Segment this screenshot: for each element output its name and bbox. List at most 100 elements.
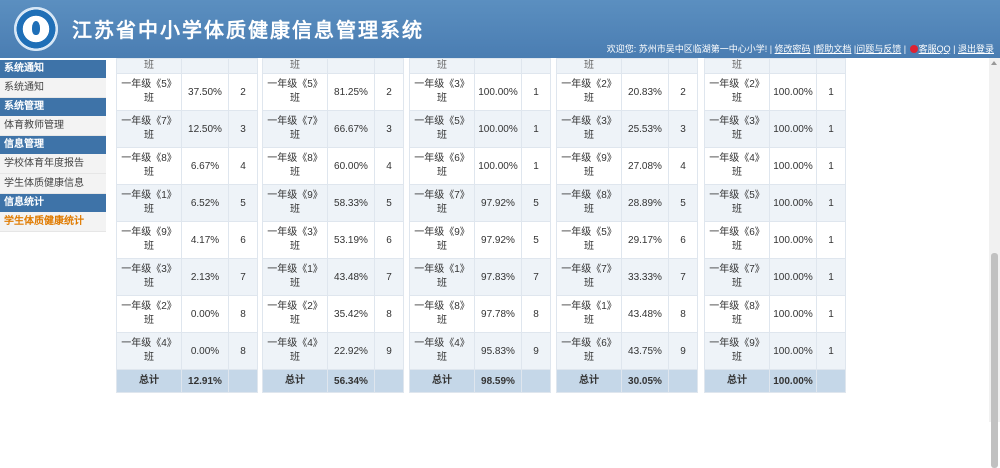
rate-cell: 97.78%	[474, 295, 522, 333]
rate-cell: 100.00%	[769, 221, 817, 259]
empty-cell	[327, 58, 375, 74]
class-name-cell: 一年级《1》班	[409, 258, 475, 296]
table-row: 一年级《1》班 97.83% 7	[409, 258, 551, 296]
rank-cell: 3	[228, 110, 258, 148]
class-name-cell: 一年级《9》班	[556, 147, 622, 185]
class-name-cell: 一年级《5》班	[409, 110, 475, 148]
scroll-up-arrow-icon[interactable]	[991, 61, 997, 65]
rate-cell: 66.67%	[327, 110, 375, 148]
table-row: 一年级《7》班 12.50% 3	[116, 110, 258, 148]
class-name-cell: 一年级《8》班	[262, 147, 328, 185]
sidebar-group-info[interactable]: 信息管理	[0, 136, 106, 154]
table-row: 一年级《3》班 25.53% 3	[556, 110, 698, 148]
class-cell-partial: 班	[116, 58, 182, 74]
qq-penguin-icon	[909, 45, 918, 53]
rank-cell: 2	[374, 73, 404, 111]
rate-cell: 0.00%	[181, 295, 229, 333]
class-cell-partial: 班	[409, 58, 475, 74]
class-name-cell: 一年级《9》班	[409, 221, 475, 259]
rank-cell: 9	[668, 332, 698, 370]
class-name-cell: 一年级《3》班	[704, 110, 770, 148]
change-password-link[interactable]: 修改密码	[774, 44, 811, 54]
class-name-cell: 一年级《3》班	[556, 110, 622, 148]
class-name-cell: 一年级《5》班	[556, 221, 622, 259]
table-row: 一年级《9》班 100.00% 1	[704, 332, 846, 370]
total-rate: 98.59%	[474, 369, 522, 393]
rank-cell: 8	[521, 295, 551, 333]
table-row: 一年级《1》班 43.48% 8	[556, 295, 698, 333]
rank-cell: 6	[668, 221, 698, 259]
rate-cell: 97.83%	[474, 258, 522, 296]
sidebar-item-notice[interactable]: 系统通知	[0, 78, 106, 98]
sidebar-group-stats[interactable]: 信息统计	[0, 194, 106, 212]
class-name-cell: 一年级《2》班	[556, 73, 622, 111]
class-name-cell: 一年级《3》班	[262, 221, 328, 259]
rate-cell: 60.00%	[327, 147, 375, 185]
total-rank	[521, 369, 551, 393]
vertical-scrollbar[interactable]	[989, 58, 1000, 468]
sidebar-item-teachers[interactable]: 体育教师管理	[0, 116, 106, 136]
sidebar-item-health-info[interactable]: 学生体质健康信息	[0, 174, 106, 194]
table-row: 一年级《9》班 27.08% 4	[556, 147, 698, 185]
rate-cell: 100.00%	[474, 147, 522, 185]
table-row: 一年级《4》班 22.92% 9	[262, 332, 404, 370]
total-rate: 12.91%	[181, 369, 229, 393]
rank-cell: 5	[521, 184, 551, 222]
class-name-cell: 一年级《8》班	[556, 184, 622, 222]
scrollbar-thumb[interactable]	[991, 253, 998, 468]
rank-cell: 9	[374, 332, 404, 370]
total-label: 总计	[409, 369, 475, 393]
rate-cell: 100.00%	[769, 332, 817, 370]
class-name-cell: 一年级《9》班	[116, 221, 182, 259]
table-row: 一年级《8》班 97.78% 8	[409, 295, 551, 333]
class-name-cell: 一年级《2》班	[262, 295, 328, 333]
rank-cell: 1	[521, 147, 551, 185]
rank-cell: 1	[521, 110, 551, 148]
class-name-cell: 一年级《2》班	[116, 295, 182, 333]
rate-cell: 0.00%	[181, 332, 229, 370]
rank-cell: 1	[816, 258, 846, 296]
sidebar-item-annual-report[interactable]: 学校体育年度报告	[0, 154, 106, 174]
qq-service-link[interactable]: 客服QQ	[918, 44, 951, 54]
table-row: 一年级《1》班 43.48% 7	[262, 258, 404, 296]
empty-cell	[181, 58, 229, 74]
rank-cell: 4	[228, 147, 258, 185]
class-name-cell: 一年级《4》班	[409, 332, 475, 370]
logout-link[interactable]: 退出登录	[957, 44, 994, 54]
sidebar-item-health-stats[interactable]: 学生体质健康统计	[0, 212, 106, 232]
rank-cell: 1	[521, 73, 551, 111]
total-rate: 100.00%	[769, 369, 817, 393]
rate-cell: 100.00%	[474, 73, 522, 111]
class-name-cell: 一年级《4》班	[116, 332, 182, 370]
rank-cell: 3	[668, 110, 698, 148]
stats-table-4: 班一年级《2》班 20.83% 2 一年级《3》班 25.53% 3 一年级《9》班 27.0…	[556, 58, 698, 393]
table-row: 一年级《3》班 53.19% 6	[262, 221, 404, 259]
table-row: 一年级《6》班 100.00% 1	[704, 221, 846, 259]
table-row: 一年级《2》班 20.83% 2	[556, 73, 698, 111]
total-label: 总计	[116, 369, 182, 393]
rate-cell: 4.17%	[181, 221, 229, 259]
total-rank	[228, 369, 258, 393]
class-name-cell: 一年级《7》班	[704, 258, 770, 296]
rate-cell: 97.92%	[474, 184, 522, 222]
feedback-link[interactable]: 问题与反馈	[856, 44, 902, 54]
table-row: 一年级《2》班 35.42% 8	[262, 295, 404, 333]
sidebar-group-notice[interactable]: 系统通知	[0, 60, 106, 78]
rank-cell: 8	[668, 295, 698, 333]
rank-cell: 8	[374, 295, 404, 333]
rank-cell: 8	[228, 295, 258, 333]
rate-cell: 28.89%	[621, 184, 669, 222]
total-label: 总计	[704, 369, 770, 393]
help-docs-link[interactable]: 帮助文档	[815, 44, 852, 54]
rate-cell: 6.52%	[181, 184, 229, 222]
table-row: 一年级《8》班 28.89% 5	[556, 184, 698, 222]
rate-cell: 12.50%	[181, 110, 229, 148]
empty-cell	[521, 58, 551, 74]
rank-cell: 5	[521, 221, 551, 259]
rank-cell: 3	[374, 110, 404, 148]
class-name-cell: 一年级《7》班	[556, 258, 622, 296]
table-row: 一年级《7》班 66.67% 3	[262, 110, 404, 148]
sidebar-group-system[interactable]: 系统管理	[0, 98, 106, 116]
table-row: 一年级《4》班 95.83% 9	[409, 332, 551, 370]
rate-cell: 37.50%	[181, 73, 229, 111]
